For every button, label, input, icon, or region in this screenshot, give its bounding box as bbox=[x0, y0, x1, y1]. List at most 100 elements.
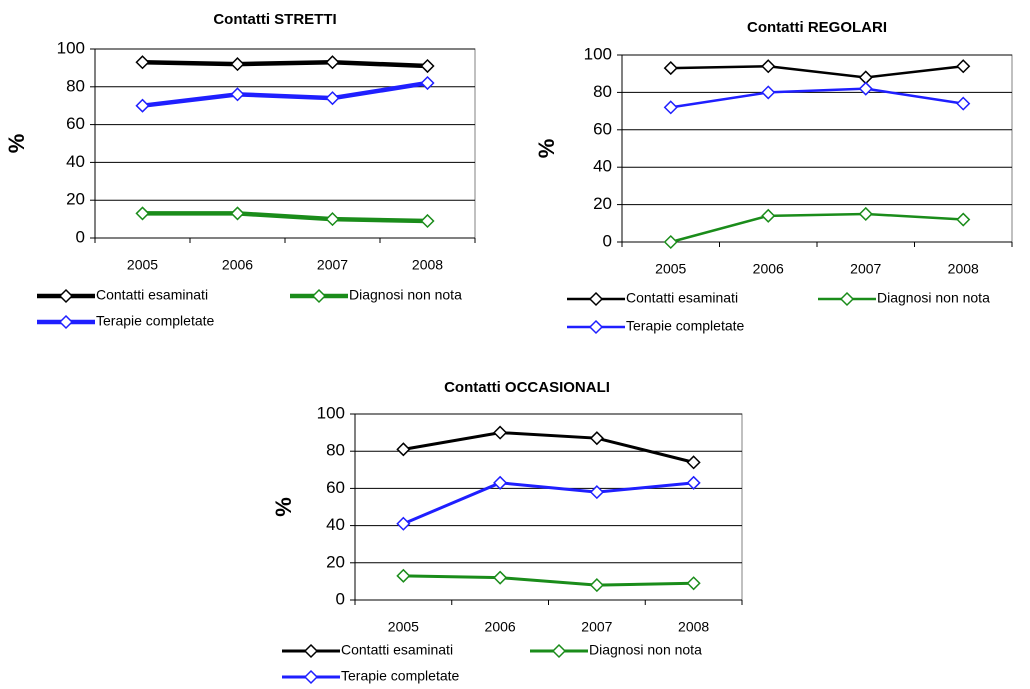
marker bbox=[686, 475, 701, 490]
x-tick-label: 2006 bbox=[753, 261, 784, 277]
marker bbox=[686, 455, 701, 470]
y-tick-label: 100 bbox=[584, 44, 612, 63]
marker bbox=[663, 61, 678, 76]
marker bbox=[956, 212, 971, 227]
x-tick-label: 2005 bbox=[655, 261, 686, 277]
y-tick-label: 0 bbox=[603, 231, 612, 250]
marker bbox=[956, 59, 971, 74]
y-tick-label: 0 bbox=[76, 227, 85, 246]
legend-marker bbox=[58, 288, 74, 304]
series-line bbox=[142, 211, 428, 224]
marker bbox=[663, 100, 678, 115]
marker bbox=[663, 234, 678, 250]
marker bbox=[135, 55, 150, 70]
legend-marker bbox=[303, 643, 319, 659]
series-line bbox=[670, 87, 964, 109]
marker bbox=[396, 442, 411, 457]
marker bbox=[420, 75, 435, 91]
y-tick-label: 20 bbox=[66, 190, 85, 209]
y-tick-label: 60 bbox=[326, 478, 345, 497]
legend-label: Contatti esaminati bbox=[341, 642, 453, 658]
chart-title: Contatti OCCASIONALI bbox=[444, 379, 610, 396]
legend-marker bbox=[551, 643, 567, 659]
marker bbox=[761, 59, 776, 74]
y-tick-label: 100 bbox=[317, 403, 345, 422]
plot-area bbox=[94, 48, 476, 239]
y-tick-label: 60 bbox=[66, 114, 85, 133]
y-tick-label: 40 bbox=[66, 152, 85, 171]
marker bbox=[589, 578, 604, 593]
legend-marker bbox=[588, 291, 604, 307]
y-tick-label: 40 bbox=[326, 515, 345, 534]
legend-label: Terapie completate bbox=[96, 313, 215, 329]
series-line bbox=[142, 80, 428, 108]
y-tick-label: 80 bbox=[593, 82, 612, 101]
series-line bbox=[402, 481, 694, 526]
marker bbox=[493, 570, 508, 585]
legend-marker bbox=[303, 669, 319, 685]
marker bbox=[230, 57, 245, 72]
marker bbox=[420, 213, 435, 229]
x-tick-label: 2005 bbox=[388, 619, 419, 635]
chart-title: Contatti STRETTI bbox=[213, 11, 336, 28]
y-tick-label: 20 bbox=[593, 194, 612, 213]
x-tick-label: 2008 bbox=[412, 257, 443, 273]
marker bbox=[325, 212, 340, 227]
marker bbox=[686, 576, 701, 591]
x-tick-label: 2005 bbox=[127, 257, 158, 273]
y-tick-label: 0 bbox=[336, 589, 345, 608]
marker bbox=[230, 87, 245, 102]
marker bbox=[396, 568, 411, 583]
marker bbox=[858, 206, 873, 222]
marker bbox=[420, 58, 435, 74]
y-axis-label: % bbox=[534, 139, 559, 159]
marker bbox=[135, 206, 150, 221]
marker bbox=[493, 475, 508, 490]
legend-marker bbox=[839, 291, 855, 307]
y-tick-label: 60 bbox=[593, 119, 612, 138]
y-axis-label: % bbox=[271, 497, 296, 517]
x-tick-label: 2008 bbox=[948, 261, 979, 277]
marker bbox=[589, 485, 604, 500]
x-tick-label: 2008 bbox=[678, 619, 709, 635]
marker bbox=[761, 85, 776, 100]
series-line bbox=[142, 59, 428, 69]
marker bbox=[956, 96, 971, 111]
series-line bbox=[403, 431, 694, 464]
x-tick-label: 2006 bbox=[222, 257, 253, 273]
legend-marker bbox=[311, 288, 327, 304]
plot-area bbox=[354, 413, 743, 601]
marker bbox=[396, 516, 411, 531]
x-tick-label: 2007 bbox=[850, 261, 881, 277]
legend-marker bbox=[58, 314, 74, 330]
legend-label: Diagnosi non nota bbox=[349, 287, 462, 303]
marker bbox=[858, 81, 873, 96]
series-line bbox=[670, 64, 964, 79]
marker bbox=[230, 206, 245, 221]
y-axis-label: % bbox=[4, 134, 29, 154]
marker bbox=[493, 425, 508, 440]
y-tick-label: 20 bbox=[326, 552, 345, 571]
y-tick-label: 80 bbox=[66, 76, 85, 95]
marker bbox=[325, 55, 340, 70]
legend-label: Diagnosi non nota bbox=[589, 642, 702, 658]
legend-label: Diagnosi non nota bbox=[877, 290, 990, 306]
chart-title: Contatti REGOLARI bbox=[747, 19, 887, 36]
series-line bbox=[403, 574, 694, 587]
y-tick-label: 80 bbox=[326, 441, 345, 460]
series-line bbox=[670, 212, 964, 244]
marker bbox=[325, 91, 340, 106]
legend-label: Terapie completate bbox=[626, 318, 745, 334]
legend-label: Terapie completate bbox=[341, 668, 460, 684]
y-tick-label: 40 bbox=[593, 157, 612, 176]
x-tick-label: 2006 bbox=[485, 619, 516, 635]
marker bbox=[761, 208, 776, 223]
y-tick-label: 100 bbox=[57, 38, 85, 57]
x-tick-label: 2007 bbox=[581, 619, 612, 635]
legend-label: Contatti esaminati bbox=[626, 290, 738, 306]
x-tick-label: 2007 bbox=[317, 257, 348, 273]
legend-label: Contatti esaminati bbox=[96, 287, 208, 303]
marker bbox=[589, 431, 604, 446]
legend-marker bbox=[588, 319, 604, 335]
